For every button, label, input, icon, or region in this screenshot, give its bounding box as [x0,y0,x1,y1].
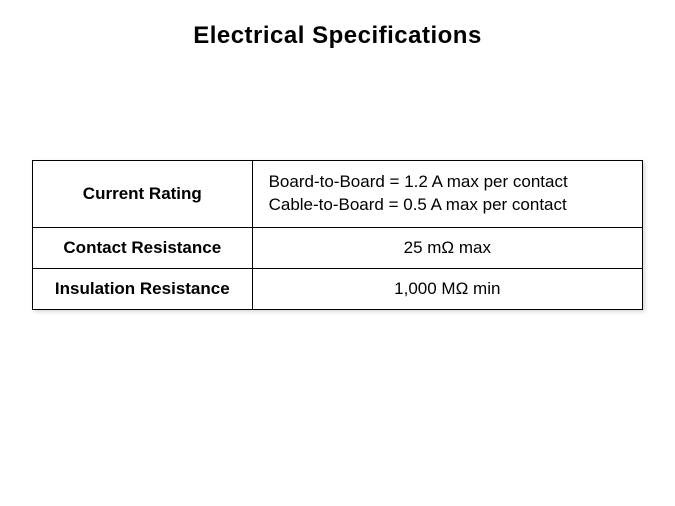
table-row: Current Rating Board-to-Board = 1.2 A ma… [33,161,643,228]
spec-table-container: Current Rating Board-to-Board = 1.2 A ma… [32,160,643,310]
row-value-insulation-resistance: 1,000 MΩ min [252,268,642,309]
row-label-current-rating: Current Rating [33,161,253,228]
row-label-contact-resistance: Contact Resistance [33,227,253,268]
row-value-contact-resistance: 25 mΩ max [252,227,642,268]
spec-table: Current Rating Board-to-Board = 1.2 A ma… [32,160,643,310]
row-label-insulation-resistance: Insulation Resistance [33,268,253,309]
row-value-current-rating: Board-to-Board = 1.2 A max per contactCa… [252,161,642,228]
page-title: Electrical Specifications [0,0,675,50]
table-row: Contact Resistance 25 mΩ max [33,227,643,268]
table-row: Insulation Resistance 1,000 MΩ min [33,268,643,309]
